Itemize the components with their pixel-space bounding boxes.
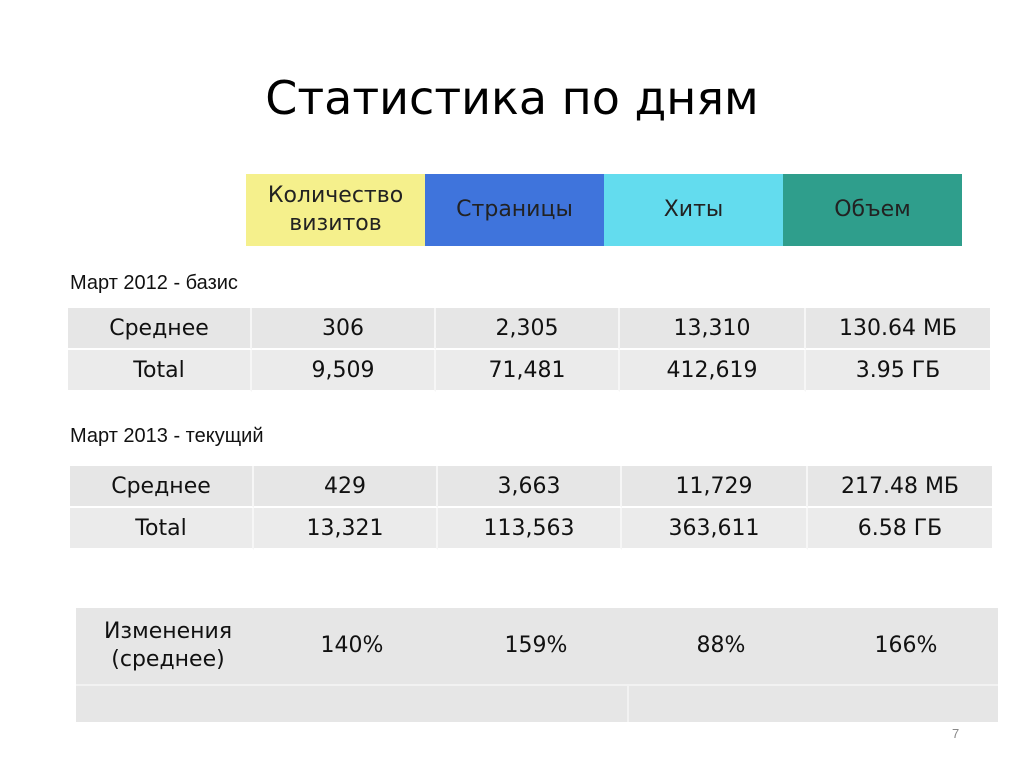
changes-table: Изменения (среднее) 140% 159% 88% 166% — [76, 608, 998, 722]
cell-pages: 113,563 — [438, 508, 622, 550]
changes-label: Изменения (среднее) — [103, 619, 233, 672]
table-row: Среднее 306 2,305 13,310 130.64 МБ — [68, 308, 990, 350]
change-hits: 88% — [696, 633, 746, 658]
cell-visits: 429 — [254, 466, 438, 508]
cell-hits: 13,310 — [620, 308, 806, 350]
header-visits: Количество визитов — [246, 174, 425, 246]
changes-row: Изменения (среднее) 140% 159% 88% 166% — [76, 608, 998, 686]
empty-cell — [76, 686, 629, 722]
table-2013: Среднее 429 3,663 11,729 217.48 МБ Total… — [70, 466, 992, 550]
cell-visits: 9,509 — [252, 350, 436, 392]
cell-hits: 363,611 — [622, 508, 808, 550]
header-pages: Страницы — [425, 174, 604, 246]
row-label: Total — [68, 350, 252, 392]
page-number: 7 — [952, 726, 960, 741]
cell-pages: 71,481 — [436, 350, 620, 392]
cell-visits: 13,321 — [254, 508, 438, 550]
header-volume: Объем — [783, 174, 962, 246]
changes-empty-row — [76, 686, 998, 722]
table-row: Total 13,321 113,563 363,611 6.58 ГБ — [70, 508, 992, 550]
header-hits: Хиты — [604, 174, 783, 246]
table-row: Среднее 429 3,663 11,729 217.48 МБ — [70, 466, 992, 508]
column-header-row: Количество визитов Страницы Хиты Объем — [246, 174, 962, 246]
row-label: Среднее — [68, 308, 252, 350]
cell-volume: 6.58 ГБ — [808, 508, 992, 550]
slide-title: Статистика по дням — [265, 71, 759, 125]
cell-volume: 3.95 ГБ — [806, 350, 990, 392]
cell-hits: 11,729 — [622, 466, 808, 508]
row-label: Среднее — [70, 466, 254, 508]
cell-volume: 217.48 МБ — [808, 466, 992, 508]
table-2012: Среднее 306 2,305 13,310 130.64 МБ Total… — [68, 308, 990, 392]
cell-pages: 2,305 — [436, 308, 620, 350]
empty-cell — [629, 686, 998, 722]
change-pages: 159% — [504, 633, 568, 658]
cell-volume: 130.64 МБ — [806, 308, 990, 350]
section-label-2012: Март 2012 - базис — [70, 272, 238, 294]
cell-visits: 306 — [252, 308, 436, 350]
cell-hits: 412,619 — [620, 350, 806, 392]
table-row: Total 9,509 71,481 412,619 3.95 ГБ — [68, 350, 990, 392]
change-visits: 140% — [320, 633, 384, 658]
row-label: Total — [70, 508, 254, 550]
cell-pages: 3,663 — [438, 466, 622, 508]
section-label-2013: Март 2013 - текущий — [70, 425, 264, 447]
change-volume: 166% — [874, 633, 938, 658]
